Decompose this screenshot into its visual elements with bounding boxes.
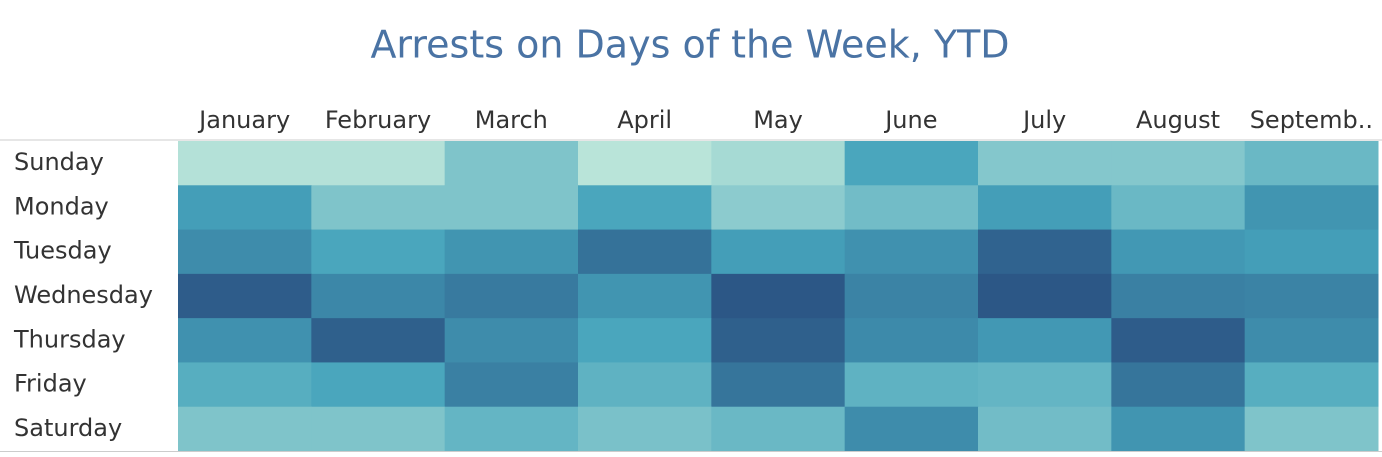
cell <box>711 406 846 452</box>
cell <box>1244 362 1379 408</box>
cell <box>1111 229 1246 275</box>
cell <box>1111 185 1246 231</box>
cell <box>444 362 579 408</box>
row-label: Saturday <box>14 414 122 442</box>
cell <box>844 362 979 408</box>
cell <box>578 362 712 408</box>
cell <box>1244 185 1379 231</box>
row-label: Tuesday <box>13 237 112 265</box>
cell <box>844 141 979 186</box>
column-label: March <box>475 106 548 134</box>
column-label: April <box>617 106 672 134</box>
cell <box>311 141 446 186</box>
cell <box>178 141 312 186</box>
row-label: Sunday <box>14 148 104 176</box>
cell <box>1111 406 1246 452</box>
cell <box>1111 362 1246 408</box>
cell <box>1111 318 1246 363</box>
cell <box>1244 273 1379 319</box>
cell <box>578 273 712 319</box>
cell <box>978 141 1112 186</box>
cell <box>311 362 446 408</box>
cell <box>711 229 846 275</box>
cell <box>844 185 979 231</box>
cell <box>1244 318 1379 363</box>
cell <box>578 229 712 275</box>
column-label: Septemb.. <box>1250 106 1373 134</box>
cell <box>978 406 1112 452</box>
cell <box>1111 273 1246 319</box>
cell <box>178 318 312 363</box>
cell <box>178 185 312 231</box>
cell <box>444 185 579 231</box>
cell <box>978 185 1112 231</box>
cell <box>444 318 579 363</box>
cell <box>578 185 712 231</box>
cell <box>711 273 846 319</box>
row-label: Wednesday <box>14 281 153 309</box>
cell <box>311 185 446 231</box>
cell <box>444 141 579 186</box>
cell <box>844 406 979 452</box>
cell <box>978 318 1112 363</box>
cell <box>178 362 312 408</box>
cell <box>1244 141 1379 186</box>
cell <box>578 141 712 186</box>
row-label: Friday <box>14 370 87 398</box>
cell <box>844 229 979 275</box>
cell <box>1244 406 1379 452</box>
column-label: May <box>753 106 803 134</box>
column-label: January <box>197 106 290 134</box>
cell <box>444 229 579 275</box>
cell <box>711 362 846 408</box>
cell <box>578 318 712 363</box>
cell <box>978 362 1112 408</box>
cell <box>311 406 446 452</box>
cell <box>578 406 712 452</box>
column-label: June <box>883 106 937 134</box>
cell <box>178 229 312 275</box>
row-label: Thursday <box>13 325 126 353</box>
column-label: February <box>325 106 431 134</box>
cell <box>311 273 446 319</box>
cell <box>444 273 579 319</box>
cell <box>844 318 979 363</box>
cell <box>844 273 979 319</box>
cell <box>311 229 446 275</box>
cell <box>311 318 446 363</box>
column-label: August <box>1136 106 1220 134</box>
chart-title: Arrests on Days of the Week, YTD <box>370 23 1009 67</box>
cell <box>711 185 846 231</box>
column-label: July <box>1021 106 1066 134</box>
cell <box>711 141 846 186</box>
row-label: Monday <box>14 192 109 220</box>
cell <box>978 229 1112 275</box>
cell <box>1244 229 1379 275</box>
cell <box>178 406 312 452</box>
cell <box>178 273 312 319</box>
cell <box>1111 141 1246 186</box>
cell <box>978 273 1112 319</box>
cell <box>444 406 579 452</box>
cell <box>711 318 846 363</box>
